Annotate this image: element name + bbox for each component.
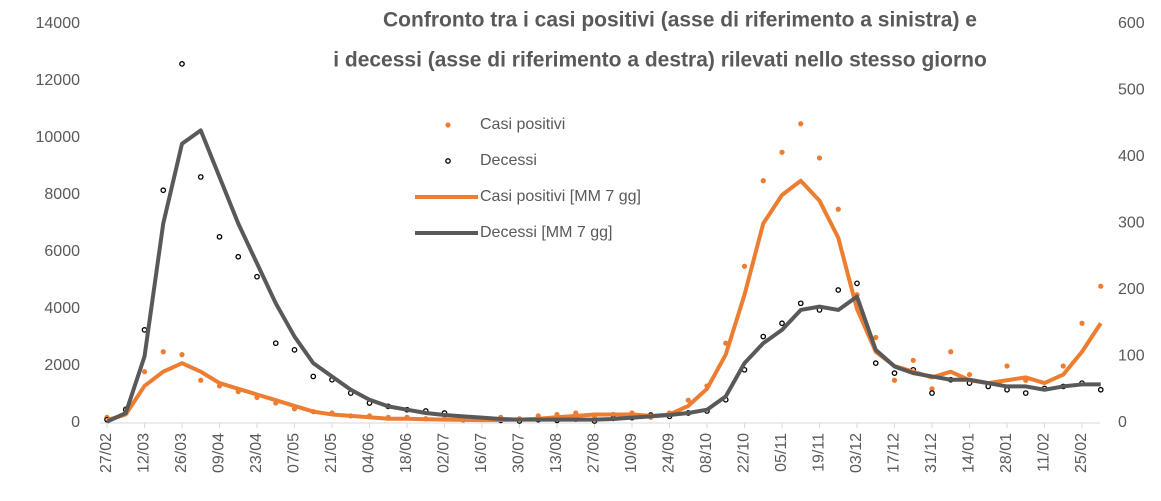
data-point bbox=[235, 253, 242, 260]
data-point bbox=[797, 300, 804, 307]
data-point bbox=[816, 155, 823, 161]
legend-label: Decessi bbox=[480, 152, 537, 169]
data-point bbox=[141, 369, 148, 375]
legend-label: Casi positivi [MM 7 gg] bbox=[480, 188, 641, 205]
data-point bbox=[179, 61, 185, 67]
y2-tick-label: 400 bbox=[1118, 148, 1145, 165]
x-tick-label: 03/12 bbox=[848, 433, 865, 473]
y-tick-label: 10000 bbox=[36, 129, 81, 146]
data-point bbox=[873, 334, 879, 341]
x-tick-label: 25/02 bbox=[1073, 433, 1090, 473]
x-tick-label: 02/07 bbox=[436, 433, 453, 473]
x-tick-label: 17/12 bbox=[886, 433, 903, 473]
data-point bbox=[910, 357, 916, 363]
legend-marker bbox=[445, 122, 451, 128]
data-point bbox=[216, 233, 223, 240]
data-point bbox=[835, 287, 842, 293]
data-point bbox=[1098, 283, 1104, 289]
y-tick-label: 6000 bbox=[44, 243, 80, 260]
y-tick-label: 2000 bbox=[44, 357, 80, 374]
x-tick-label: 04/06 bbox=[361, 433, 378, 473]
data-point bbox=[685, 397, 691, 403]
y2-tick-label: 300 bbox=[1118, 215, 1145, 232]
x-tick-label: 16/07 bbox=[473, 433, 490, 473]
x-tick-label: 19/11 bbox=[811, 433, 828, 472]
data-point bbox=[760, 178, 766, 184]
data-point bbox=[197, 174, 204, 180]
data-point bbox=[891, 370, 898, 376]
data-point bbox=[779, 320, 785, 327]
x-tick-label: 13/08 bbox=[548, 433, 565, 473]
x-tick-label: 08/10 bbox=[698, 433, 715, 473]
data-point bbox=[929, 390, 935, 396]
data-point bbox=[741, 263, 748, 269]
data-point bbox=[160, 187, 167, 194]
y2-tick-label: 600 bbox=[1118, 15, 1145, 32]
y2-tick-label: 100 bbox=[1118, 348, 1145, 365]
data-point bbox=[779, 149, 785, 155]
x-tick-label: 07/05 bbox=[286, 433, 303, 473]
y-tick-label: 4000 bbox=[44, 300, 80, 317]
data-point bbox=[179, 352, 185, 358]
x-tick-label: 28/01 bbox=[998, 433, 1015, 473]
data-point bbox=[854, 280, 860, 287]
data-line bbox=[106, 178, 1103, 423]
y-tick-label: 12000 bbox=[36, 72, 81, 89]
x-tick-label: 27/02 bbox=[98, 433, 115, 473]
y-tick-label: 8000 bbox=[44, 186, 80, 203]
legend-label: Casi positivi bbox=[480, 116, 565, 133]
chart-title: Confronto tra i casi positivi (asse di r… bbox=[383, 9, 977, 32]
data-line bbox=[106, 128, 1101, 424]
x-tick-label: 31/12 bbox=[923, 433, 940, 473]
y2-tick-label: 500 bbox=[1118, 82, 1145, 99]
x-tick-label: 30/07 bbox=[511, 433, 528, 473]
y2-tick-label: 0 bbox=[1118, 414, 1127, 431]
legend-label: Decessi [MM 7 gg] bbox=[480, 224, 612, 241]
data-point bbox=[760, 333, 767, 340]
x-tick-label: 14/01 bbox=[961, 433, 978, 473]
data-point bbox=[1079, 320, 1085, 326]
x-tick-label: 27/08 bbox=[586, 433, 603, 473]
data-point bbox=[310, 373, 317, 380]
x-tick-label: 05/11 bbox=[773, 433, 790, 472]
data-point bbox=[891, 377, 898, 383]
data-point bbox=[1004, 363, 1010, 369]
data-point bbox=[272, 340, 279, 347]
x-tick-label: 26/03 bbox=[173, 433, 190, 473]
x-tick-label: 10/09 bbox=[623, 433, 640, 473]
x-tick-label: 24/09 bbox=[661, 433, 678, 473]
data-point bbox=[948, 349, 954, 355]
x-tick-label: 12/03 bbox=[136, 433, 153, 473]
data-point bbox=[1060, 363, 1066, 369]
legend-marker bbox=[445, 158, 451, 164]
data-point bbox=[160, 349, 166, 355]
x-tick-label: 09/04 bbox=[211, 433, 228, 473]
x-tick-label: 18/06 bbox=[398, 433, 415, 473]
data-point bbox=[291, 346, 298, 353]
chart-title: i decessi (asse di riferimento a destra)… bbox=[333, 49, 987, 72]
data-point bbox=[198, 377, 204, 383]
data-point bbox=[1022, 390, 1029, 396]
y-tick-label: 14000 bbox=[36, 15, 81, 32]
x-tick-label: 11/02 bbox=[1036, 433, 1053, 472]
data-point bbox=[835, 206, 841, 212]
y2-tick-label: 200 bbox=[1118, 281, 1145, 298]
x-tick-label: 22/10 bbox=[736, 433, 753, 473]
data-point bbox=[798, 121, 804, 127]
data-point bbox=[872, 360, 879, 366]
data-point bbox=[929, 386, 935, 392]
data-point bbox=[254, 273, 260, 280]
y-tick-label: 0 bbox=[71, 414, 80, 431]
x-tick-label: 23/04 bbox=[248, 433, 265, 473]
data-point bbox=[1097, 386, 1104, 393]
x-tick-label: 21/05 bbox=[323, 433, 340, 473]
data-point bbox=[966, 371, 973, 378]
